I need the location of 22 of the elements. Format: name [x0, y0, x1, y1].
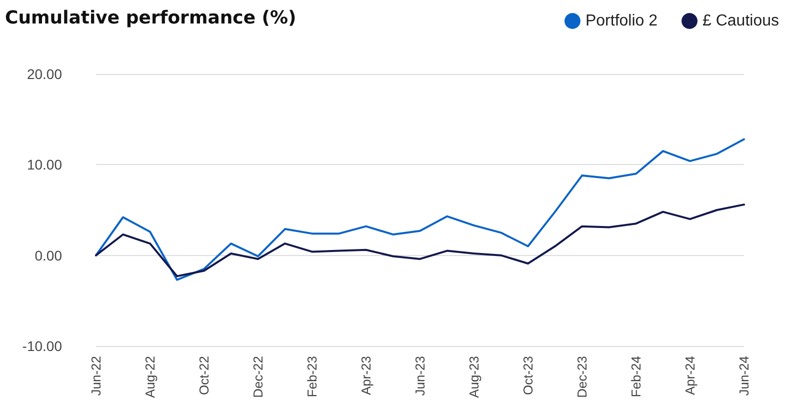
x-tick-label: Aug-23 — [466, 356, 482, 398]
x-tick-label: Aug-22 — [142, 356, 158, 398]
x-tick-label: Feb-23 — [304, 356, 320, 398]
x-tick-label: Dec-23 — [574, 356, 590, 398]
y-tick-label: 10.00 — [26, 156, 62, 173]
x-tick-label: Oct-23 — [520, 356, 536, 396]
x-tick-label: Jun-23 — [412, 356, 428, 396]
x-tick-label: Dec-22 — [250, 356, 266, 398]
x-tick-label: Jun-24 — [736, 356, 752, 396]
x-tick-label: Feb-24 — [628, 356, 644, 398]
y-tick-label: 0.00 — [34, 247, 62, 264]
y-tick-label: 20.00 — [26, 66, 62, 82]
y-tick-label: -10.00 — [22, 338, 62, 354]
legend-label: Portfolio 2 — [585, 12, 658, 30]
x-tick-label: Apr-24 — [682, 356, 698, 396]
chart-title: Cumulative performance (%) — [5, 8, 296, 28]
x-tick-label: Apr-23 — [358, 356, 374, 396]
legend-label: £ Cautious — [702, 12, 780, 30]
line-series — [95, 204, 745, 278]
x-tick-label: Jun-22 — [88, 356, 104, 396]
line-series — [95, 138, 745, 281]
x-tick-label: Oct-22 — [196, 356, 212, 396]
